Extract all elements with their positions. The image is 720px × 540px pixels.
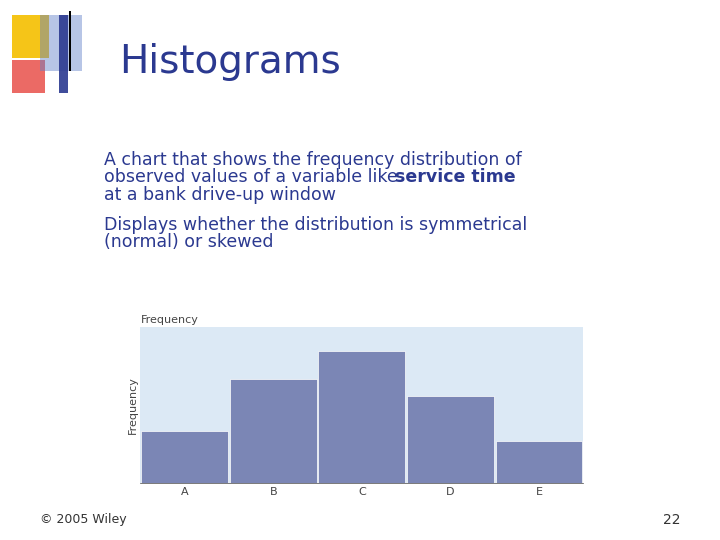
Bar	[141, 431, 228, 483]
Bar	[230, 379, 317, 483]
Text: at a bank drive-up window: at a bank drive-up window	[104, 186, 336, 204]
Text: (normal) or skewed: (normal) or skewed	[104, 233, 274, 251]
Bar	[40, 15, 82, 71]
Text: observed values of a variable like: observed values of a variable like	[104, 168, 409, 186]
Bar	[69, 11, 71, 71]
Bar	[407, 396, 494, 483]
Text: A chart that shows the frequency distribution of: A chart that shows the frequency distrib…	[104, 151, 522, 169]
Text: service time: service time	[395, 168, 516, 186]
Bar	[495, 441, 582, 483]
Bar	[12, 60, 45, 93]
Text: 22: 22	[663, 512, 680, 526]
Bar	[12, 15, 50, 58]
Bar	[318, 350, 405, 483]
Bar	[59, 15, 68, 93]
Text: Frequency: Frequency	[140, 314, 198, 325]
Text: Histograms: Histograms	[119, 43, 341, 81]
Text: Displays whether the distribution is symmetrical: Displays whether the distribution is sym…	[104, 216, 528, 234]
Text: © 2005 Wiley: © 2005 Wiley	[40, 514, 126, 526]
Y-axis label: Frequency: Frequency	[127, 376, 138, 434]
